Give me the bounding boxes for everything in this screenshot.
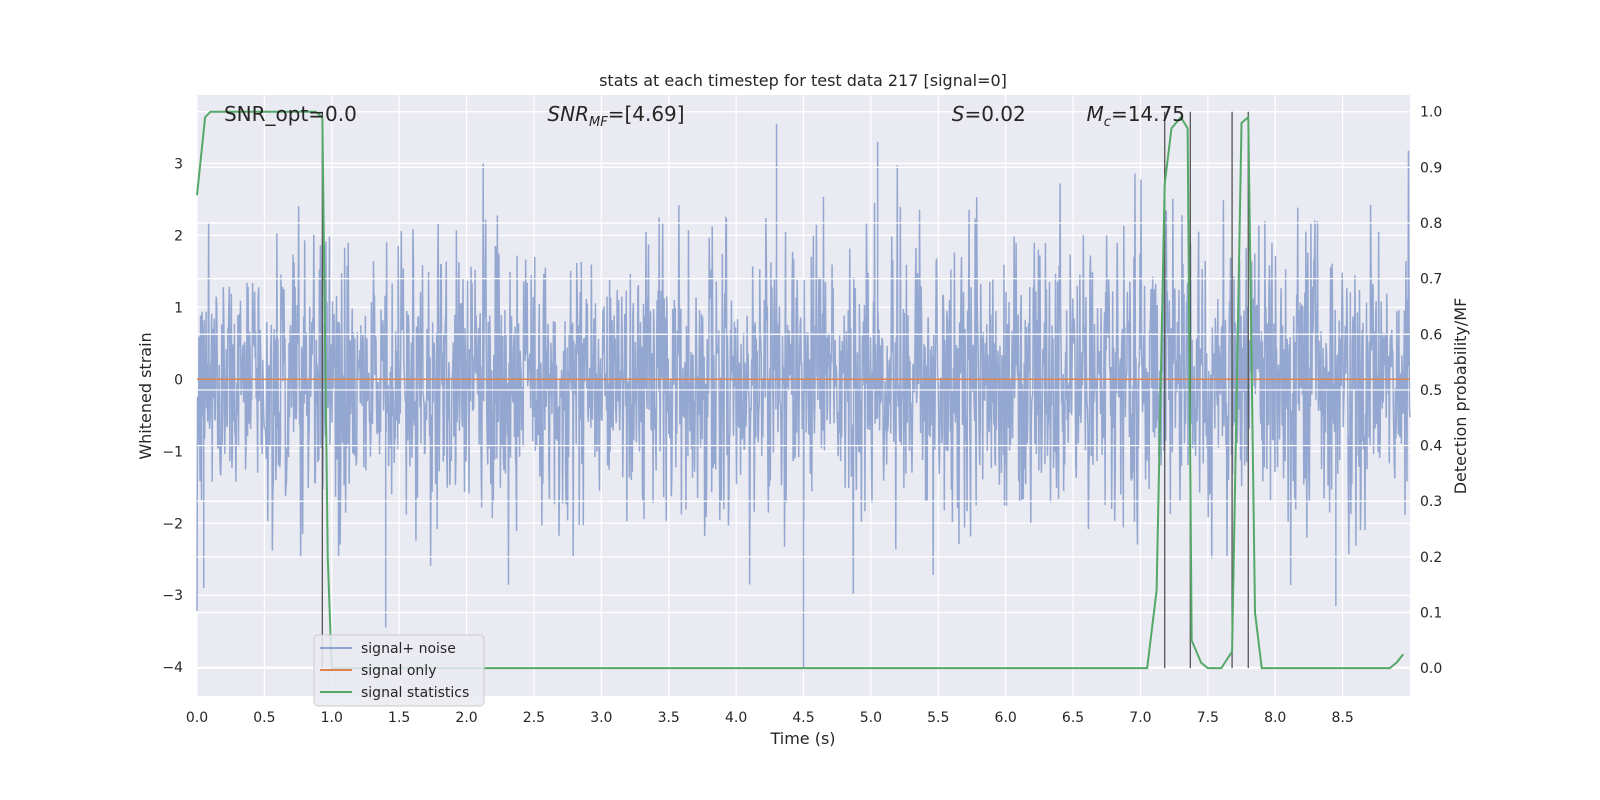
y2-tick-label: 0.3 [1420,494,1442,510]
mc-value: Mc=14.75 [1087,102,1185,130]
y2-tick-label: 0.6 [1420,327,1442,343]
y-tick-label: −2 [162,516,183,532]
s-value: S=0.02 [952,102,1026,126]
y2-tick-label: 0.1 [1420,606,1442,622]
legend: signal+ noise signal only signal statistic… [313,634,485,707]
x-tick-label: 6.5 [1062,710,1084,726]
y-tick-label: −1 [162,444,183,460]
x-tick-label: 7.0 [1129,710,1151,726]
x-tick-label: 5.0 [860,710,882,726]
x-tick-label: 8.0 [1264,710,1286,726]
x-tick-label: 4.0 [725,710,747,726]
y2-tick-label: 0.5 [1420,383,1442,399]
x-tick-label: 3.0 [590,710,612,726]
x-axis-label: Time (s) [769,729,835,748]
y-tick-label: −4 [162,660,183,676]
y-tick-label: −3 [162,588,183,604]
signal-noise-series [196,111,1411,669]
signal-statistics-series [196,110,1405,670]
x-tick-label: 2.5 [523,710,545,726]
x-tick-label: 0.5 [253,710,275,726]
snr-mf: SNRMF=[4.69] [547,102,684,130]
y-tick-label: 0 [174,372,183,388]
y-tick-label: 2 [174,228,183,244]
signal-statistics-line [196,110,1405,670]
x-tick-label: 3.5 [658,710,680,726]
y2-tick-label: 0.4 [1420,439,1442,455]
signal-noise-line [196,123,1411,668]
x-tick-label: 8.5 [1331,710,1353,726]
legend-box [313,634,485,707]
y2-tick-label: 0.8 [1420,216,1442,232]
x-tick-label: 5.5 [927,710,949,726]
y2-tick-label: 0.7 [1420,272,1442,288]
y2-tick-label: 0.2 [1420,550,1442,566]
x-tick-label: 2.0 [455,710,477,726]
x-tick-label: 1.0 [321,710,343,726]
y-axis-label: Whitened strain [136,332,155,459]
x-tick-label: 1.5 [388,710,410,726]
annotations: SNR_opt=0.0 SNRMF=[4.69] S=0.02 Mc=14.75 [224,102,1185,130]
x-tick-label: 4.5 [792,710,814,726]
y-tick-label: 3 [174,156,183,172]
x-tick-labels: 0.0 0.5 1.0 1.5 2.0 2.5 3.0 3.5 4.0 4.5 5.0 5.5 6.0 6… [186,710,1354,726]
y2-tick-label: 1.0 [1420,105,1442,121]
legend-entry: signal+ noise [361,641,456,657]
chart-title: stats at each timestep for test data 217… [599,71,1007,90]
x-tick-label: 6.0 [995,710,1017,726]
y2-tick-label: 0.9 [1420,160,1442,176]
legend-entry: signal statistics [361,685,469,701]
snr-opt: SNR_opt=0.0 [224,102,357,126]
legend-entry: signal only [361,663,436,679]
x-tick-label: 7.5 [1197,710,1219,726]
y2-axis-label: Detection probability/MF [1451,298,1470,495]
y-tick-label: 1 [174,300,183,316]
y-tick-labels: 3 2 1 0 −1 −2 −3 −4 [162,156,183,676]
x-tick-label: 0.0 [186,710,208,726]
y2-tick-labels: 1.0 0.9 0.8 0.7 0.6 0.5 0.4 0.3 0.2 0.1 0.0 [1420,105,1442,677]
y2-tick-label: 0.0 [1420,661,1442,677]
